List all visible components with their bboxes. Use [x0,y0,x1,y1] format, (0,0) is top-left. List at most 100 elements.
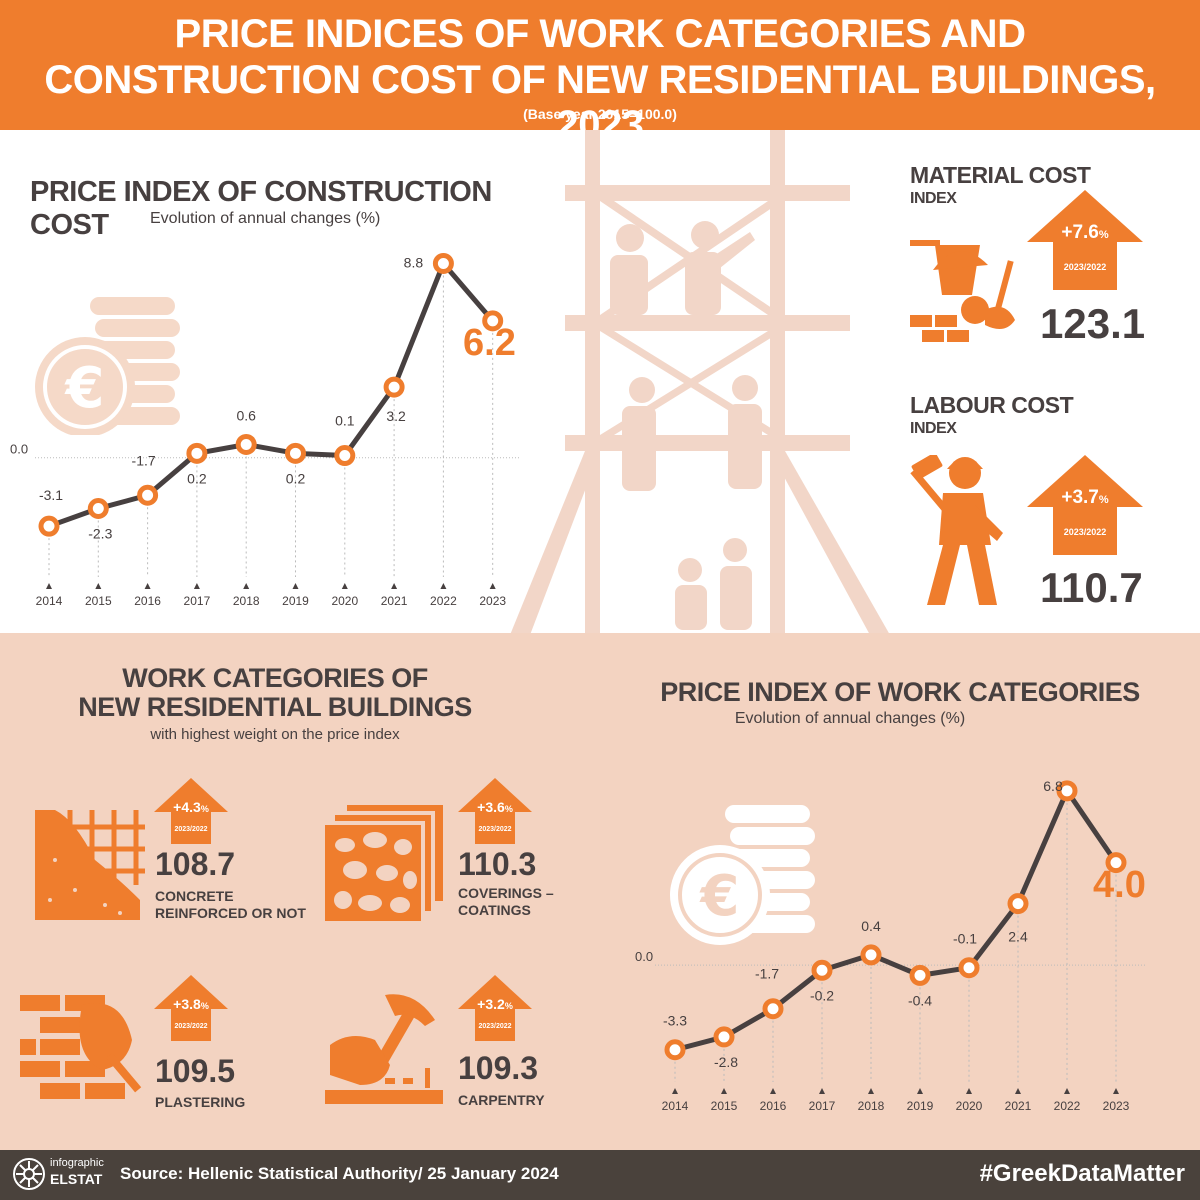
concrete-change-value: +4.3 [173,799,201,815]
coverings-change-unit: % [504,804,513,814]
data-label: -1.7 [132,452,156,468]
material-period: 2023/2022 [1063,262,1107,272]
x-tick-label: 2017 [184,594,211,608]
logo-text-line1: infographic [50,1157,104,1169]
carpentry-period: 2023/2022 [478,1023,512,1030]
work-chart-subtitle: Evolution of annual changes (%) [734,710,966,727]
tick-marker [917,1088,923,1094]
work-chart-title: PRICE INDEX OF WORK CATEGORIES [660,677,1140,707]
concrete-label-line2: REINFORCED OR NOT [155,905,306,921]
tick-marker [1015,1088,1021,1094]
data-point [958,957,980,979]
tick-marker [144,583,151,589]
wheelbarrow-bricks-icon [910,240,1015,342]
tick-marker [46,583,52,589]
x-tick-label: 2018 [858,1099,885,1113]
svg-text:€: € [699,864,740,929]
concrete-icon [35,810,145,920]
construction-chart-subtitle: Evolution of annual changes (%) [150,210,381,227]
carpentry-index-value: 109.3 [458,1050,539,1086]
tick-marker [341,583,348,589]
plastering-index-value: 109.5 [155,1053,236,1089]
data-point [432,252,454,274]
svg-text:€: € [64,356,105,421]
material-cost-title: MATERIAL COST [910,162,1091,188]
work-categories-line-chart: 0.0 2014 2015 2016 2017 2018 2019 2020 2021 2022 2… [635,778,1145,1113]
x-tick-label: 2023 [1103,1099,1130,1113]
work-highlight-value: 4.0 [1093,864,1146,906]
work-categories-subtitle: with highest weight on the price index [150,726,400,743]
data-point [334,445,356,467]
labour-cost-title: LABOUR COST [910,392,1074,418]
work-categories-title-line2: NEW RESIDENTIAL BUILDINGS [78,692,472,722]
scaffold-illustration [510,130,890,635]
data-point [1105,852,1127,874]
x-tick-label: 2023 [479,594,506,608]
tick-marker [1113,1088,1119,1094]
carpentry-change-value: +3.2 [477,996,505,1012]
data-label: 3.2 [386,408,406,424]
tick-marker [966,1088,972,1094]
x-tick-label: 2021 [1005,1099,1032,1113]
x-tick-label: 2017 [809,1099,836,1113]
concrete-change-unit: % [200,804,209,814]
coverings-change: +3.6% [457,799,533,815]
coverings-label-line2: COATINGS [458,902,531,918]
zero-label: 0.0 [10,442,28,457]
data-point [137,484,159,506]
material-arrow-up-icon [1027,190,1143,290]
tick-marker [819,1088,825,1094]
data-label: -0.2 [810,987,834,1003]
concrete-arrow-up-icon [154,778,228,844]
data-point [482,310,504,332]
page-title-line1: PRICE INDICES OF WORK CATEGORIES AND [174,12,1026,56]
data-label: -0.1 [953,931,977,947]
data-point [1056,780,1078,802]
material-change: +7.6% [1025,222,1145,244]
data-label: -0.4 [908,992,932,1008]
x-tick-label: 2015 [85,594,112,608]
data-label: -1.7 [755,966,779,982]
data-point [383,376,405,398]
material-index-label: INDEX [910,190,957,207]
plastering-change-value: +3.8 [173,996,201,1012]
tick-marker [391,583,398,589]
page-title-line2: CONSTRUCTION COST OF NEW RESIDENTIAL BUI… [44,58,1156,147]
elstat-logo-icon [13,1158,45,1190]
material-change-unit: % [1098,229,1109,241]
data-point [87,498,109,520]
tick-marker [292,583,299,589]
data-point [860,944,882,966]
logo-text-line2: ELSTAT [50,1171,103,1187]
coverings-change-value: +3.6 [477,799,505,815]
footer [0,1150,1200,1200]
x-tick-label: 2020 [956,1099,983,1113]
data-point [762,998,784,1020]
x-tick-label: 2014 [36,594,63,608]
data-point [664,1039,686,1061]
hashtag: #GreekDataMatter [979,1160,1185,1187]
source-text: Source: Hellenic Statistical Authority/ … [120,1164,559,1183]
construction-highlight-value: 6.2 [463,322,516,364]
concrete-label-line1: CONCRETE [155,888,234,904]
tick-marker [1064,1088,1070,1094]
data-label: 0.2 [187,470,207,486]
tick-marker [243,583,250,589]
data-label: -2.8 [714,1054,738,1070]
concrete-change: +4.3% [153,799,229,815]
data-label: 2.4 [1008,929,1028,945]
labour-index-label: INDEX [910,420,957,437]
x-tick-label: 2016 [134,594,161,608]
labour-period: 2023/2022 [1063,527,1107,537]
data-point [38,515,60,537]
data-point [186,442,208,464]
tick-marker [95,583,102,589]
labour-change-value: +3.7 [1061,487,1099,508]
data-point [235,433,257,455]
labour-index-value: 110.7 [1040,564,1143,611]
data-label: 6.8 [1043,778,1063,794]
series-line [48,260,495,529]
euro-coins-icon-2: € [670,805,815,945]
tick-marker [721,1088,727,1094]
concrete-index-value: 108.7 [155,846,236,882]
